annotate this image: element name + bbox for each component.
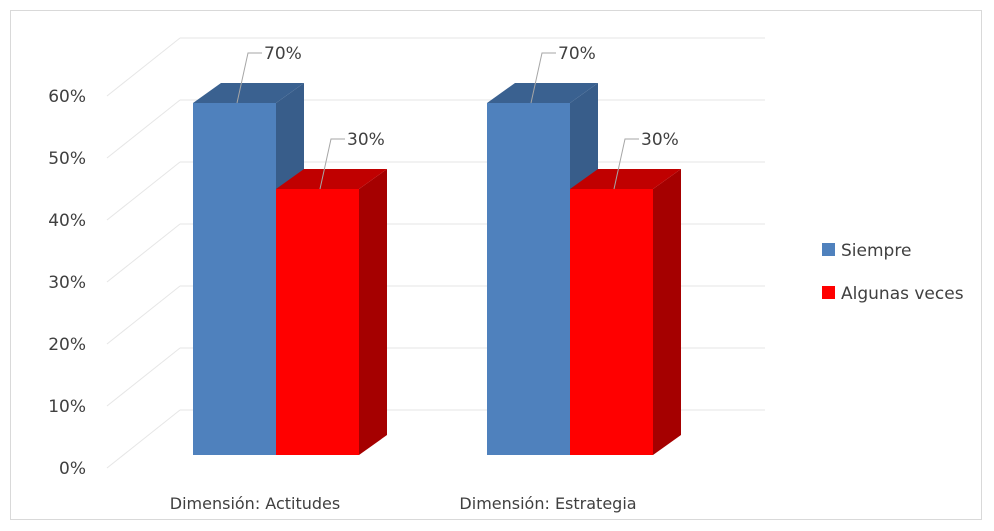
legend-label: Algunas veces (841, 284, 964, 304)
legend-label: Siempre (841, 241, 911, 261)
legend-swatch (822, 286, 835, 299)
gridline-diagonal (106, 347, 181, 407)
bar-top (487, 83, 598, 103)
data-label: 30% (347, 130, 385, 150)
y-tick-label: 50% (48, 149, 86, 169)
bar-top (193, 83, 304, 103)
category-label: Dimensión: Actitudes (170, 494, 340, 513)
data-label: 70% (558, 44, 596, 64)
gridline-diagonal (106, 409, 181, 469)
category-label: Dimensión: Estrategia (459, 494, 636, 513)
y-tick-label: 60% (48, 87, 86, 107)
bar-algunas-veces (276, 189, 359, 455)
data-label-leader (319, 138, 345, 190)
y-tick-label: 10% (48, 397, 86, 417)
legend-swatch (822, 243, 835, 256)
data-label-leader (613, 138, 639, 190)
data-label-leader (530, 52, 556, 104)
y-tick-label: 20% (48, 335, 86, 355)
bar-siempre (193, 103, 276, 455)
gridline-diagonal (106, 223, 181, 283)
data-label: 30% (641, 130, 679, 150)
bar-siempre (487, 103, 570, 455)
gridline-diagonal (106, 285, 181, 345)
y-tick-label: 0% (59, 459, 86, 479)
y-tick-label: 40% (48, 211, 86, 231)
y-tick-label: 30% (48, 273, 86, 293)
gridline-diagonal (106, 37, 181, 97)
bar-side (359, 169, 387, 455)
gridline-diagonal (106, 161, 181, 221)
bar-top (570, 169, 681, 189)
gridline-diagonal (106, 99, 181, 159)
bar-algunas-veces (570, 189, 653, 455)
bar-side (653, 169, 681, 455)
bar-top (276, 169, 387, 189)
data-label-leader (236, 52, 262, 104)
data-label: 70% (264, 44, 302, 64)
